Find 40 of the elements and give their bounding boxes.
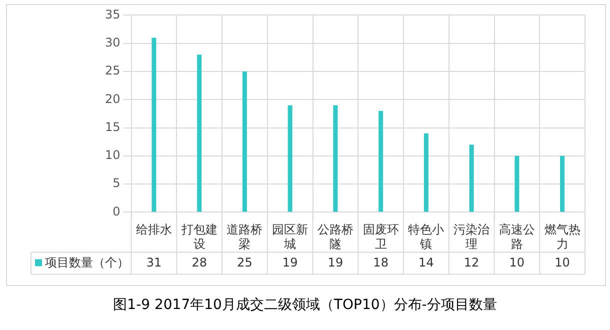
x-tick-label: 固废环卫 — [362, 222, 399, 251]
text: 图1-9 2017年10月成交二级领域（TOP10）分布-分项目数量 — [112, 296, 498, 314]
data-label: 19 — [282, 255, 298, 270]
x-tick-label: 园区新城 — [272, 222, 308, 251]
y-tick-label: 35 — [104, 7, 120, 22]
y-tick-label: 0 — [112, 204, 120, 218]
data-label: 31 — [146, 255, 162, 270]
data-label: 10 — [554, 255, 570, 270]
x-tick-label: 道路桥梁 — [226, 222, 263, 251]
bar — [333, 105, 338, 212]
data-label: 19 — [328, 255, 344, 270]
x-tick-label: 给排水 — [136, 222, 172, 237]
data-label: 14 — [418, 255, 434, 270]
bar — [242, 71, 247, 212]
x-tick-label: 高速公路 — [498, 222, 535, 251]
y-tick-label: 10 — [104, 148, 120, 162]
bar — [424, 133, 428, 212]
bar — [152, 38, 156, 212]
bar — [469, 144, 474, 212]
y-tick-label: 20 — [104, 92, 120, 106]
x-tick-label: 公路桥隧 — [317, 222, 354, 251]
data-label: 18 — [373, 255, 388, 270]
bar — [288, 105, 292, 212]
data-label: 28 — [192, 255, 207, 270]
legend-label: 项目数量（个） — [45, 255, 129, 270]
x-tick-label: 污染治理 — [454, 222, 490, 251]
bar — [378, 110, 384, 212]
y-tick-label: 25 — [104, 64, 120, 78]
bar — [197, 54, 202, 212]
x-tick-label: 燃气热力 — [544, 222, 580, 251]
y-tick-label: 5 — [112, 176, 120, 190]
data-label: 10 — [509, 255, 525, 270]
data-label: 25 — [237, 255, 252, 270]
y-tick-label: 15 — [104, 120, 120, 134]
bar — [560, 156, 565, 212]
bar — [514, 156, 520, 212]
data-label: 12 — [464, 255, 480, 270]
x-tick-label: 特色小镇 — [408, 222, 444, 251]
y-tick-label: 30 — [104, 35, 120, 50]
x-tick-label: 打包建设 — [180, 222, 218, 251]
